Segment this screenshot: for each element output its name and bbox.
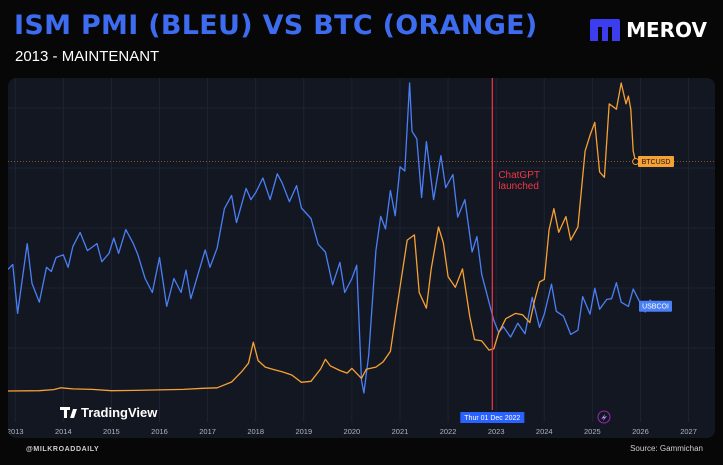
btcusd-series-line <box>8 82 637 392</box>
btcusd-last-point <box>632 158 640 166</box>
x-tick-label: 2014 <box>55 427 72 436</box>
chart-canvas: ChatGPT launched BTCUSD USBCOI TradingVi… <box>8 78 715 436</box>
usbcoi-label-text: USBCOI <box>642 304 669 311</box>
x-tick-label: 2021 <box>392 427 409 436</box>
usbcoi-price-label: USBCOI <box>639 300 672 312</box>
x-tick-label: 2020 <box>344 427 361 436</box>
footer-source: Source: Gammichan <box>630 444 703 453</box>
x-tick-label: 2027 <box>680 427 697 436</box>
chart-title: ISM PMI (BLEU) VS BTC (ORANGE) <box>14 10 538 41</box>
x-tick-label: 2026 <box>632 427 649 436</box>
x-tick-label: 2017 <box>199 427 216 436</box>
x-tick-label: 2019 <box>295 427 312 436</box>
chart-subtitle: 2013 - MAINTENANT <box>15 48 160 65</box>
tradingview-watermark: TradingView <box>60 405 158 420</box>
x-tick-label: 2015 <box>103 427 120 436</box>
brand-name: MEROV <box>626 18 707 42</box>
x-tick-label: 2013 <box>8 427 24 436</box>
grid-lines <box>8 78 715 422</box>
footer-handle: @MILKROADDAILY <box>26 446 100 453</box>
btcusd-label-text: BTCUSD <box>642 159 671 166</box>
x-tick-label: 2022 <box>440 427 457 436</box>
annotation-label: launched <box>498 181 539 192</box>
x-tick-label: 2024 <box>536 427 553 436</box>
merov-m-logo-icon <box>590 19 621 41</box>
x-axis: 2013 2014 2015 2016 2017 2018 2019 2020 2021 2022… <box>8 427 697 436</box>
x-tick-label: 2025 <box>584 427 601 436</box>
x-tick-label: 2016 <box>151 427 168 436</box>
x-tick-label: 2018 <box>247 427 264 436</box>
tradingview-logo-icon <box>60 407 77 418</box>
x-tick-label: 2023 <box>488 427 505 436</box>
chart-panel: ChatGPT launched BTCUSD USBCOI TradingVi… <box>8 78 715 438</box>
btcusd-price-label: BTCUSD <box>638 156 674 168</box>
replay-icon[interactable] <box>597 410 611 424</box>
brand-logo: MEROV <box>590 18 707 42</box>
annotation-label: ChatGPT <box>498 170 540 181</box>
date-label-text: Thur 01 Dec 2022 <box>464 415 520 422</box>
date-crosshair-label: Thur 01 Dec 2022 <box>460 412 525 423</box>
watermark-text: TradingView <box>81 405 158 420</box>
usbcoi-series-line <box>8 82 656 394</box>
